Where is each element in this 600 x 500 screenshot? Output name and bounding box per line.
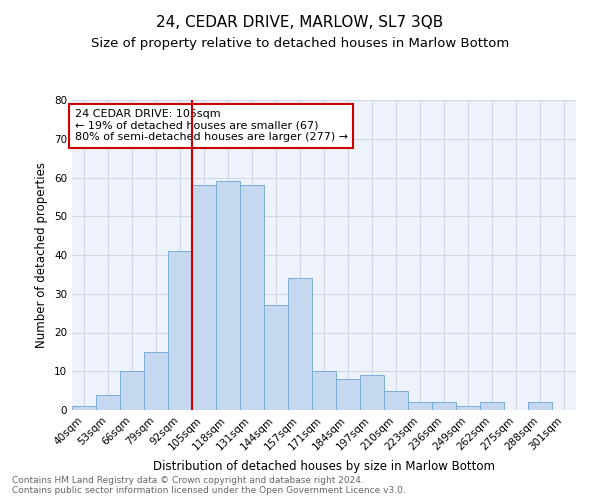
Text: 24, CEDAR DRIVE, MARLOW, SL7 3QB: 24, CEDAR DRIVE, MARLOW, SL7 3QB xyxy=(157,15,443,30)
Bar xyxy=(96,394,120,410)
X-axis label: Distribution of detached houses by size in Marlow Bottom: Distribution of detached houses by size … xyxy=(153,460,495,473)
Bar xyxy=(312,371,336,410)
Bar xyxy=(432,402,456,410)
Bar xyxy=(144,352,168,410)
Bar xyxy=(168,251,192,410)
Bar xyxy=(288,278,312,410)
Bar xyxy=(216,182,240,410)
Bar xyxy=(72,406,96,410)
Text: Contains HM Land Registry data © Crown copyright and database right 2024.
Contai: Contains HM Land Registry data © Crown c… xyxy=(12,476,406,495)
Bar xyxy=(240,185,264,410)
Bar xyxy=(384,390,408,410)
Bar xyxy=(456,406,480,410)
Bar xyxy=(120,371,144,410)
Bar xyxy=(528,402,552,410)
Y-axis label: Number of detached properties: Number of detached properties xyxy=(35,162,49,348)
Bar xyxy=(192,185,216,410)
Bar xyxy=(360,375,384,410)
Bar xyxy=(480,402,504,410)
Bar xyxy=(264,306,288,410)
Text: 24 CEDAR DRIVE: 105sqm
← 19% of detached houses are smaller (67)
80% of semi-det: 24 CEDAR DRIVE: 105sqm ← 19% of detached… xyxy=(74,110,347,142)
Bar xyxy=(408,402,432,410)
Bar xyxy=(336,379,360,410)
Text: Size of property relative to detached houses in Marlow Bottom: Size of property relative to detached ho… xyxy=(91,38,509,51)
